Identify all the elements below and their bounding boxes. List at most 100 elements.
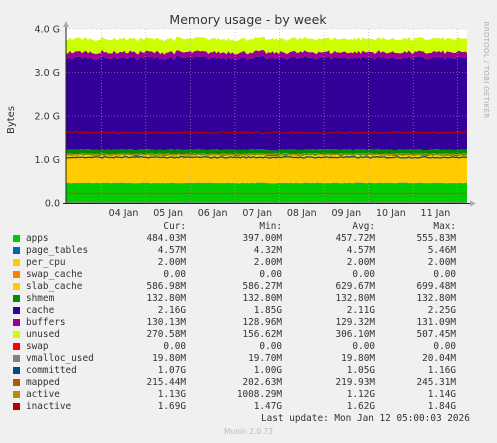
x-tick-label: 07 Jan <box>242 208 272 218</box>
legend-cur: 0.00 <box>163 341 186 352</box>
legend-min: 156.62M <box>242 329 282 340</box>
x-tick-label: 08 Jan <box>287 208 317 218</box>
legend-name: apps <box>26 233 49 244</box>
legend-avg: 2.11G <box>346 305 375 316</box>
line-active <box>65 152 468 156</box>
legend-swatch <box>13 367 20 374</box>
legend-row-inactive: inactive 1.69G 1.47G 1.62G 1.84G <box>0 401 497 413</box>
legend-max: 2.25G <box>427 305 456 316</box>
legend-avg: 4.57M <box>346 245 375 256</box>
legend-row-swap_cache: swap_cache 0.00 0.00 0.00 0.00 <box>0 269 497 281</box>
legend-min: 132.80M <box>242 293 282 304</box>
legend-swatch <box>13 343 20 350</box>
legend-row-per_cpu: per_cpu 2.00M 2.00M 2.00M 2.00M <box>0 257 497 269</box>
legend-avg: 129.32M <box>335 317 375 328</box>
legend-name: per_cpu <box>26 257 66 268</box>
legend-max: 20.04M <box>422 353 456 364</box>
col-cur-header: Cur: <box>163 221 186 232</box>
legend-cur: 130.13M <box>146 317 186 328</box>
x-tick-label: 06 Jan <box>198 208 228 218</box>
legend-avg: 0.00 <box>352 269 375 280</box>
legend-avg: 306.10M <box>335 329 375 340</box>
legend-max: 2.00M <box>427 257 456 268</box>
legend-max: 131.09M <box>416 317 456 328</box>
legend-row-shmem: shmem 132.80M 132.80M 132.80M 132.80M <box>0 293 497 305</box>
legend-min: 1008.29M <box>236 389 282 400</box>
legend-avg: 629.67M <box>335 281 375 292</box>
legend-avg: 457.72M <box>335 233 375 244</box>
legend-cur: 2.00M <box>157 257 186 268</box>
legend-name: slab_cache <box>26 281 83 292</box>
legend-max: 132.80M <box>416 293 456 304</box>
legend-swatch <box>13 283 20 290</box>
line-inactive <box>65 130 468 135</box>
legend-name: committed <box>26 365 77 376</box>
legend-cur: 0.00 <box>163 269 186 280</box>
legend-cur: 270.58M <box>146 329 186 340</box>
legend-min: 19.70M <box>248 353 282 364</box>
legend-name: vmalloc_used <box>26 353 94 364</box>
legend-row-active: active 1.13G 1008.29M 1.12G 1.14G <box>0 389 497 401</box>
x-tick-label: 04 Jan <box>109 208 139 218</box>
legend-name: buffers <box>26 317 66 328</box>
legend-min: 0.00 <box>259 269 282 280</box>
legend-cur: 4.57M <box>157 245 186 256</box>
legend-swatch <box>13 307 20 314</box>
legend-max: 699.48M <box>416 281 456 292</box>
legend-cur: 586.98M <box>146 281 186 292</box>
x-tick-label: 10 Jan <box>376 208 406 218</box>
munin-version: Munin 2.0.73 <box>223 427 274 436</box>
col-min-header: Min: <box>259 221 282 232</box>
legend-min: 2.00M <box>253 257 282 268</box>
legend-swatch <box>13 331 20 338</box>
x-tick-label: 09 Jan <box>331 208 361 218</box>
area-buffers <box>66 49 467 61</box>
area-slab_cache <box>66 154 467 184</box>
legend-avg: 1.62G <box>346 401 375 412</box>
legend-max: 1.84G <box>427 401 456 412</box>
legend-min: 202.63M <box>242 377 282 388</box>
legend-name: inactive <box>26 401 72 412</box>
legend-row-mapped: mapped 215.44M 202.63M 219.93M 245.31M <box>0 377 497 389</box>
last-update: Last update: Mon Jan 12 05:00:03 2026 <box>261 413 470 424</box>
area-unused <box>66 36 467 55</box>
legend-min: 1.47G <box>253 401 282 412</box>
legend-avg: 1.05G <box>346 365 375 376</box>
y-axis-label: Bytes <box>6 106 17 134</box>
legend-table: Cur: Min: Avg: Max: apps 484.03M 397.00M 45… <box>0 221 497 413</box>
y-axis-ticks: 0.0 1.0 G 2.0 G 3.0 G 4.0 G <box>35 25 61 210</box>
legend-row-vmalloc_used: vmalloc_used 19.80M 19.70M 19.80M 20.04M <box>0 353 497 365</box>
legend-name: shmem <box>26 293 55 304</box>
legend-row-apps: apps 484.03M 397.00M 457.72M 555.83M <box>0 233 497 245</box>
stacked-areas <box>66 36 467 203</box>
legend-swatch <box>13 259 20 266</box>
legend-max: 507.45M <box>416 329 456 340</box>
area-cache <box>66 55 467 151</box>
legend-min: 0.00 <box>259 341 282 352</box>
legend-max: 1.14G <box>427 389 456 400</box>
legend-name: page_tables <box>26 245 89 256</box>
area-per_cpu <box>66 182 467 184</box>
legend-row-swap: swap 0.00 0.00 0.00 0.00 <box>0 341 497 353</box>
x-axis-arrow <box>470 200 476 207</box>
memory-chart: Memory usage - by week Bytes RRDTOOL / T… <box>6 12 490 218</box>
legend-avg: 132.80M <box>335 293 375 304</box>
y-tick-label: 3.0 G <box>35 68 61 79</box>
legend-avg: 19.80M <box>341 353 375 364</box>
x-tick-label: 05 Jan <box>153 208 183 218</box>
legend-name: swap <box>26 341 49 352</box>
legend-min: 4.32M <box>253 245 282 256</box>
y-tick-label: 2.0 G <box>35 112 61 123</box>
legend-name: active <box>26 389 60 400</box>
legend-min: 1.85G <box>253 305 282 316</box>
y-tick-label: 0.0 <box>45 199 60 210</box>
legend-row-unused: unused 270.58M 156.62M 306.10M 507.45M <box>0 329 497 341</box>
legend-row-page_tables: page_tables 4.57M 4.32M 4.57M 5.46M <box>0 245 497 257</box>
legend-row-buffers: buffers 130.13M 128.96M 129.32M 131.09M <box>0 317 497 329</box>
y-axis-arrow <box>63 21 69 27</box>
legend-row-committed: committed 1.07G 1.00G 1.05G 1.16G <box>0 365 497 377</box>
legend-max: 1.16G <box>427 365 456 376</box>
legend-min: 1.00G <box>253 365 282 376</box>
legend-header: Cur: Min: Avg: Max: <box>0 221 497 233</box>
col-max-header: Max: <box>433 221 456 232</box>
